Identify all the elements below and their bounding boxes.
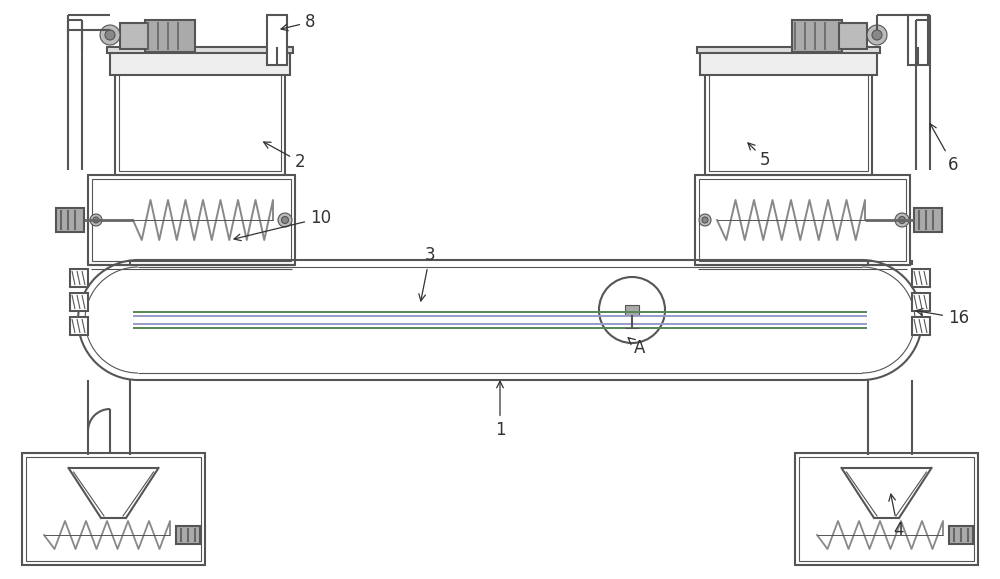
Bar [839,23,867,49]
Bar [92,179,291,261]
Circle shape [702,217,708,223]
Circle shape [699,214,711,226]
Bar [267,15,287,65]
Bar [700,50,877,75]
Bar [70,293,88,311]
Bar [795,453,978,565]
Circle shape [90,214,102,226]
Text: 4: 4 [889,494,903,539]
Circle shape [867,25,887,45]
Bar [792,20,842,52]
Bar [709,74,868,171]
Bar [107,47,293,53]
Bar [914,208,942,232]
Bar [119,74,281,171]
Bar [176,526,200,544]
Bar [699,179,906,261]
Text: 5: 5 [748,143,770,169]
Bar [115,70,285,175]
Bar [120,23,148,49]
Text: 3: 3 [419,246,435,301]
Bar [145,20,195,52]
Circle shape [278,213,292,227]
Bar [70,317,88,335]
Circle shape [93,217,99,223]
Text: 10: 10 [234,209,331,241]
Text: 8: 8 [281,13,316,31]
Bar [912,293,930,311]
Circle shape [872,30,882,40]
Bar [908,15,928,65]
Bar [912,317,930,335]
Bar [695,175,910,265]
Text: 6: 6 [930,124,958,174]
Circle shape [895,213,909,227]
Bar [88,175,295,265]
Bar [110,50,290,75]
Text: 16: 16 [916,309,969,327]
Text: 1: 1 [495,381,505,439]
Circle shape [898,217,906,223]
Text: A: A [628,338,646,357]
Bar [799,457,974,561]
Circle shape [282,217,288,223]
Circle shape [105,30,115,40]
Bar [949,526,973,544]
Bar [697,47,880,53]
Bar [912,269,930,287]
Circle shape [100,25,120,45]
Bar [22,453,205,565]
Bar [705,70,872,175]
Bar [26,457,201,561]
Bar [625,305,639,315]
Bar [70,269,88,287]
Text: 2: 2 [264,142,306,171]
Bar [56,208,84,232]
